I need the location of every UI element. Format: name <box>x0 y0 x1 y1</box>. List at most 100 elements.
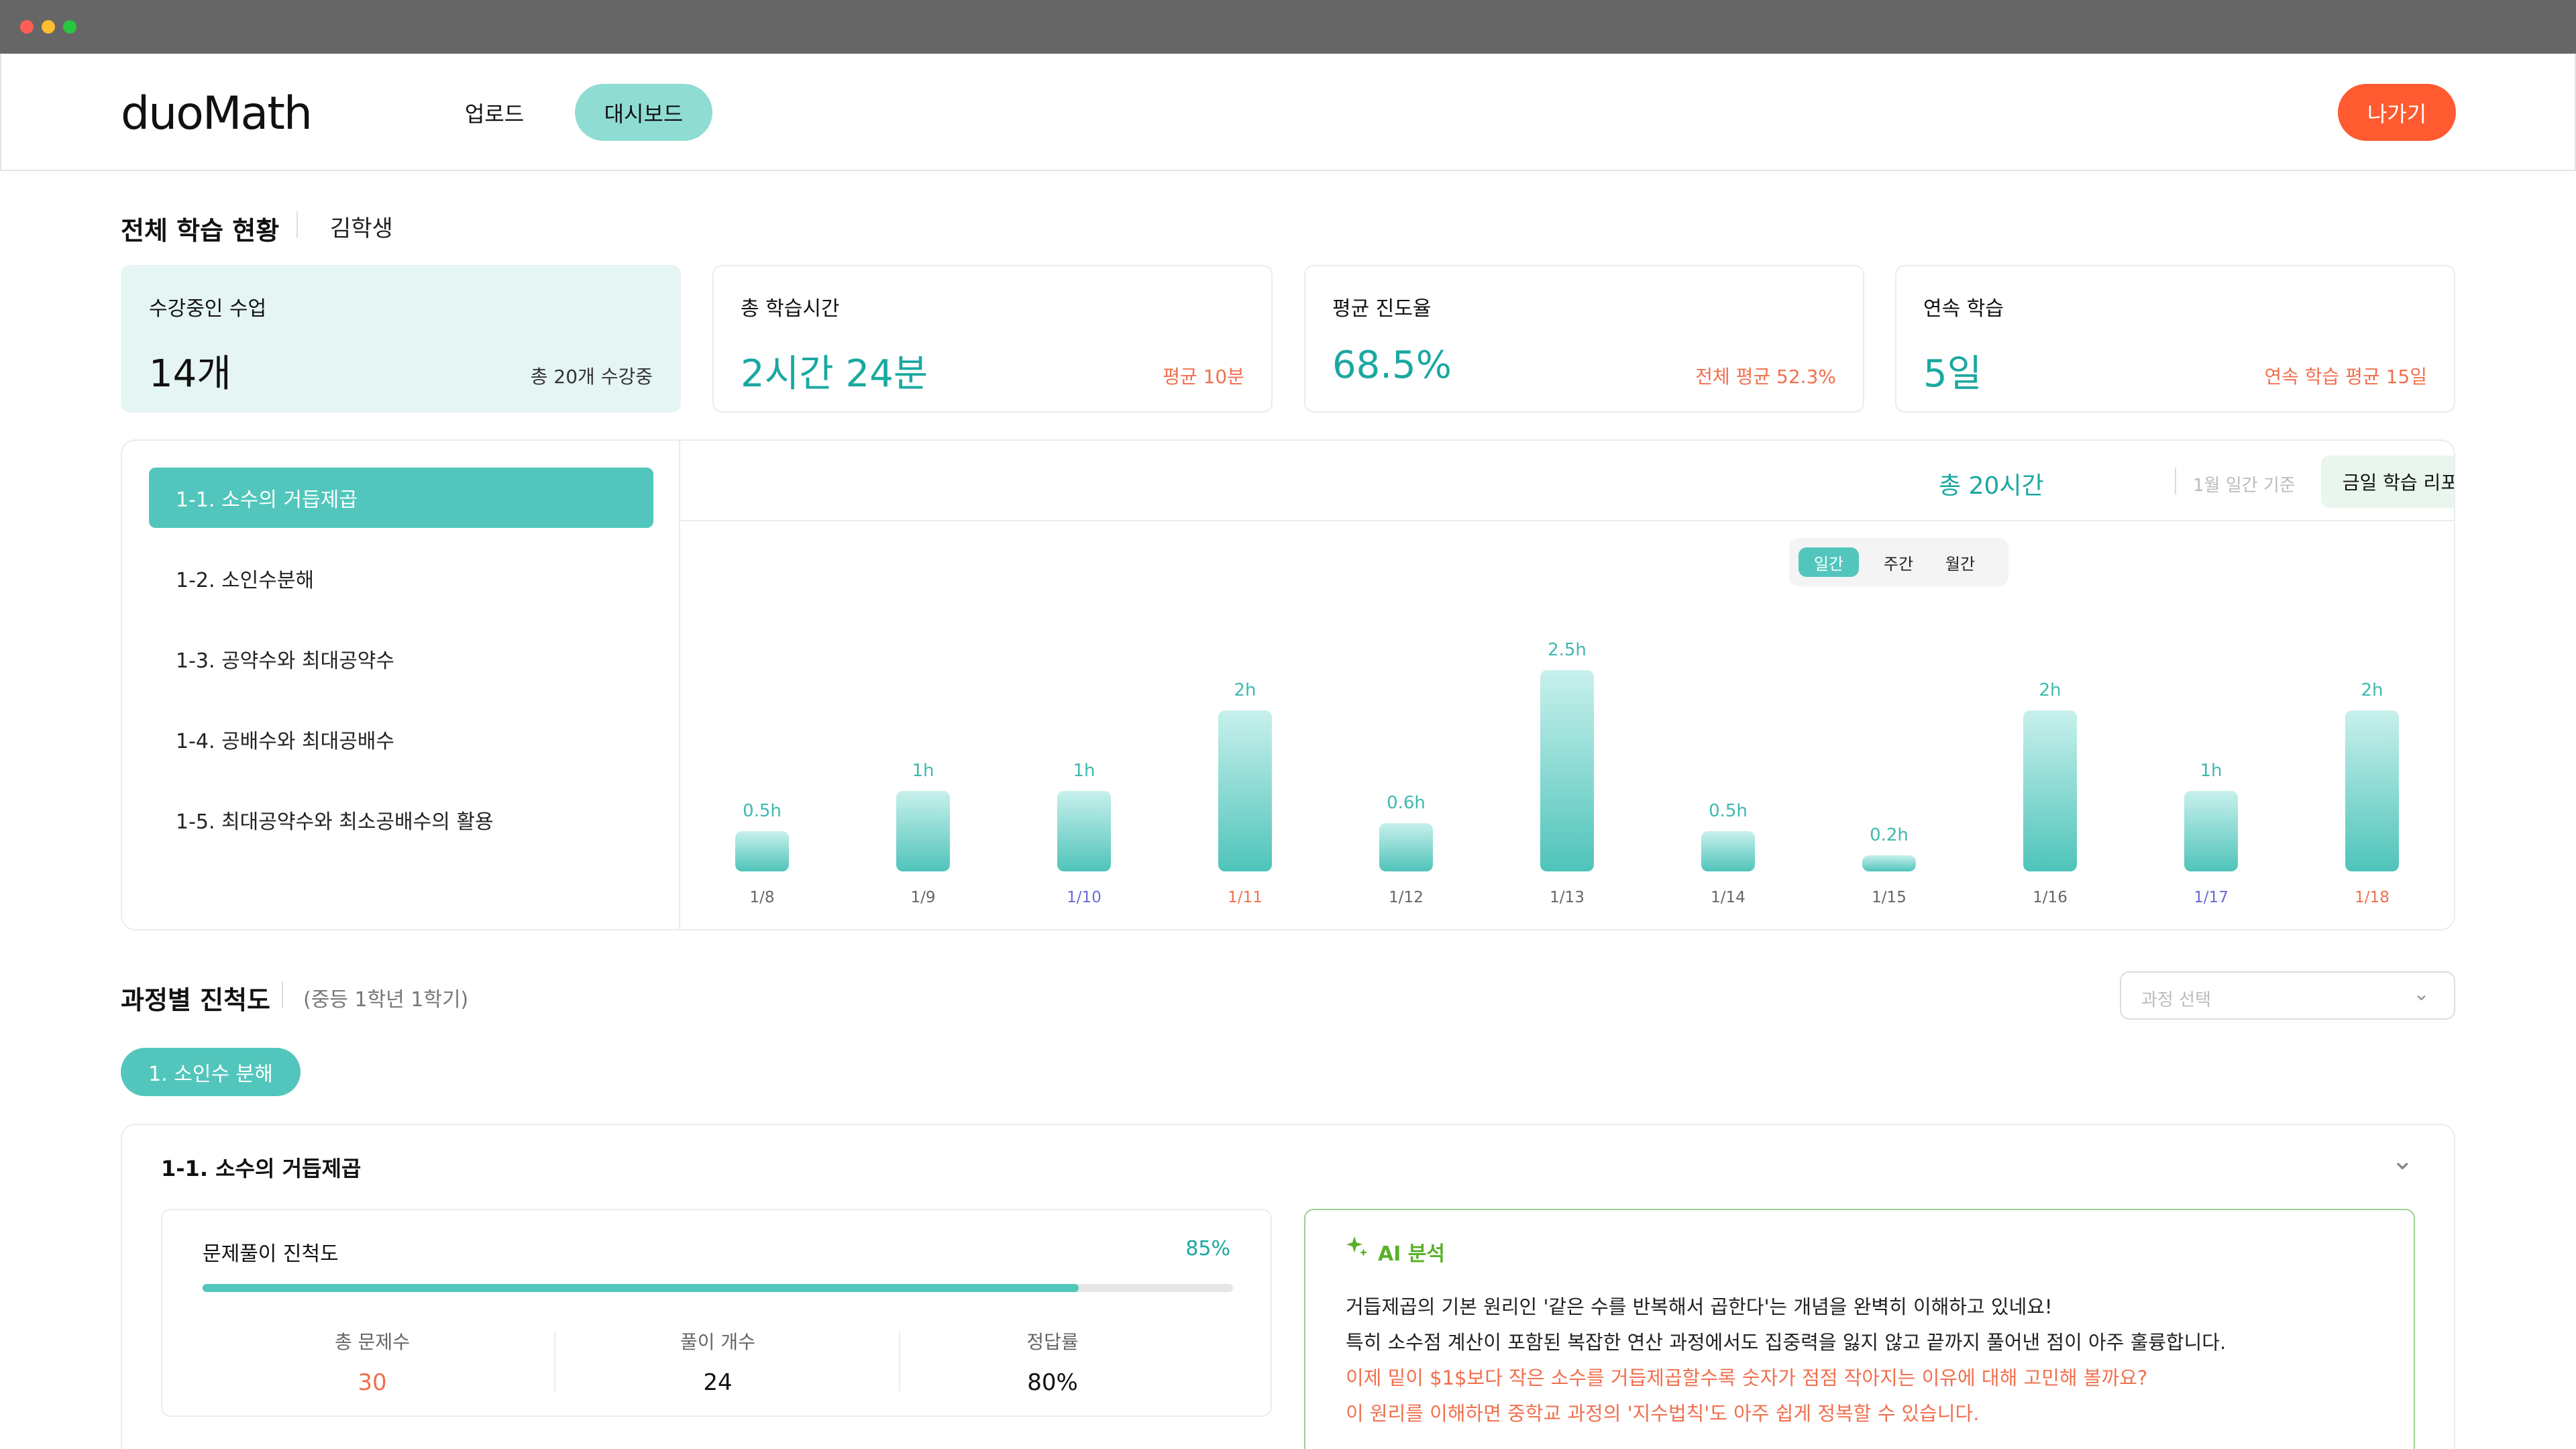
stat-label: 총 문제수 <box>335 1331 410 1353</box>
stat-card-study-time[interactable]: 총 학습시간 2시간 24분 평균 10분 <box>712 265 1273 413</box>
lesson-item[interactable]: 1-3. 공약수와 최대공약수 <box>176 649 395 673</box>
bar-1/16[interactable] <box>2023 710 2077 871</box>
stat-note: 연속 학습 평균 15일 <box>2264 366 2427 388</box>
bar-data-label: 2h <box>1234 680 1256 700</box>
solving-progress-percent: 85% <box>1185 1237 1230 1260</box>
lesson-item[interactable]: 1-2. 소인수분해 <box>176 569 315 592</box>
divider <box>899 1331 900 1391</box>
divider <box>282 981 283 1008</box>
ai-line: 특히 소수점 계산이 포함된 복잡한 연산 과정에서도 집중력을 잃지 않고 끝… <box>1346 1331 2226 1354</box>
app-header: duoMath 업로드 대시보드 나가기 <box>0 54 2576 171</box>
stat-card-streak[interactable]: 연속 학습 5일 연속 학습 평균 15일 <box>1895 265 2455 413</box>
course-tag[interactable]: 1. 소인수 분해 <box>121 1048 301 1096</box>
x-tick-label: 1/17 <box>2194 889 2229 906</box>
stat-value: 2시간 24분 <box>741 352 928 396</box>
progress-track <box>203 1284 1233 1292</box>
ai-line: 이제 밑이 $1$보다 작은 소수를 거듭제곱할수록 숫자가 점점 작아지는 이… <box>1346 1366 2148 1389</box>
stat-note: 평균 10분 <box>1163 366 1244 388</box>
study-chart-panel: 1-1. 소수의 거듭제곱 1-2. 소인수분해 1-3. 공약수와 최대공약수… <box>121 439 2455 930</box>
stat-value: 80% <box>1027 1369 1078 1396</box>
solving-progress-label: 문제풀이 진척도 <box>203 1242 339 1266</box>
bar-1/18[interactable] <box>2345 710 2399 871</box>
stat-label: 연속 학습 <box>1923 297 2004 321</box>
unit-progress-panel: 1-1. 소수의 거듭제곱 ⌄ 문제풀이 진척도 85% 총 문제수 30 풀이… <box>121 1124 2455 1449</box>
lesson-item[interactable]: 1-1. 소수의 거듭제곱 <box>149 468 653 528</box>
minimize-window-icon[interactable] <box>42 20 55 34</box>
bar-1/15[interactable] <box>1862 855 1916 871</box>
stat-label: 풀이 개수 <box>680 1331 755 1353</box>
ai-analysis-text: 거듭제곱의 기본 원리인 '같은 수를 반복해서 곱한다'는 개념을 완벽히 이… <box>1346 1289 2226 1432</box>
bar-data-label: 0.5h <box>743 801 782 821</box>
maximize-window-icon[interactable] <box>63 20 76 34</box>
bar-1/9[interactable] <box>896 791 950 871</box>
stat-label: 평균 진도율 <box>1332 297 1432 321</box>
lesson-list: 1-1. 소수의 거듭제곱 1-2. 소인수분해 1-3. 공약수와 최대공약수… <box>122 441 680 929</box>
bar-1/12[interactable] <box>1379 823 1433 871</box>
solving-progress-card: 문제풀이 진척도 85% 총 문제수 30 풀이 개수 24 정답률 80% <box>161 1209 1272 1417</box>
course-select-placeholder: 과정 선택 <box>2141 990 2211 1010</box>
period-daily[interactable]: 일간 <box>1799 547 1859 577</box>
period-toggle: 일간 주간 월간 <box>1789 538 2008 586</box>
x-tick-label: 1/10 <box>1067 889 1102 906</box>
period-weekly[interactable]: 주간 <box>1883 554 1914 574</box>
solved-count-stat: 풀이 개수 24 <box>545 1328 890 1396</box>
progress-subtitle: (중등 1학년 1학기) <box>303 988 469 1012</box>
bar-1/11[interactable] <box>1218 710 1272 871</box>
chart-header: 총 20시간 1월 일간 기준 금일 학습 리포트 생성 <box>680 441 2454 521</box>
divider <box>297 211 298 238</box>
bar-data-label: 1h <box>1073 761 1095 781</box>
stat-label: 수강중인 수업 <box>149 297 267 321</box>
window-titlebar <box>0 0 2576 54</box>
total-hours: 총 20시간 <box>1939 472 2044 500</box>
period-monthly[interactable]: 월간 <box>1945 554 1976 574</box>
x-tick-label: 1/16 <box>2033 889 2068 906</box>
exit-button[interactable]: 나가기 <box>2338 84 2456 141</box>
stat-label: 정답률 <box>1026 1331 1079 1353</box>
divider <box>2175 468 2176 494</box>
total-problems-stat: 총 문제수 30 <box>200 1328 545 1396</box>
stat-value: 5일 <box>1923 352 1982 396</box>
divider <box>554 1331 555 1391</box>
generate-report-button[interactable]: 금일 학습 리포트 생성 <box>2321 455 2454 508</box>
ai-analysis-card: AI 분석 거듭제곱의 기본 원리인 '같은 수를 반복해서 곱한다'는 개념을… <box>1304 1209 2415 1449</box>
unit-title: 1-1. 소수의 거듭제곱 <box>161 1156 362 1181</box>
bar-data-label: 1h <box>912 761 934 781</box>
bar-1/8[interactable] <box>735 831 789 871</box>
accuracy-stat: 정답률 80% <box>880 1328 1225 1396</box>
lesson-item[interactable]: 1-5. 최대공약수와 최소공배수의 활용 <box>176 810 494 834</box>
stat-note: 총 20개 수강중 <box>530 366 653 388</box>
bar-data-label: 2.5h <box>1548 640 1587 660</box>
x-tick-label: 1/18 <box>2355 889 2390 906</box>
bar-1/10[interactable] <box>1057 791 1111 871</box>
stat-card-courses[interactable]: 수강중인 수업 14개 총 20개 수강중 <box>121 265 681 413</box>
x-tick-label: 1/12 <box>1389 889 1424 906</box>
bar-data-label: 2h <box>2039 680 2061 700</box>
daily-study-bar-chart: 0.5h 1/8 1h 1/9 1h 1/10 2h 1/11 0.6h 1/12 2.5h 1/13… <box>735 640 2399 906</box>
bar-1/14[interactable] <box>1701 831 1755 871</box>
chevron-down-icon[interactable]: ⌄ <box>2391 1145 2414 1176</box>
bar-1/13[interactable] <box>1540 670 1594 871</box>
course-select[interactable]: 과정 선택 ⌄ <box>2120 971 2455 1020</box>
chevron-down-icon: ⌄ <box>2412 982 2430 1006</box>
stat-note: 전체 평균 52.3% <box>1695 366 1836 388</box>
stat-label: 총 학습시간 <box>741 297 840 321</box>
x-tick-label: 1/11 <box>1228 889 1263 906</box>
nav-upload[interactable]: 업로드 <box>464 101 525 127</box>
bar-1/17[interactable] <box>2184 791 2238 871</box>
ai-line: 이 원리를 이해하면 중학교 과정의 '지수법칙'도 아주 쉽게 정복할 수 있… <box>1346 1402 1980 1425</box>
lesson-item[interactable]: 1-4. 공배수와 최대공배수 <box>176 730 395 753</box>
x-tick-label: 1/8 <box>749 889 774 906</box>
bar-data-label: 1h <box>2200 761 2222 781</box>
bar-data-label: 0.5h <box>1709 801 1748 821</box>
overview-title: 전체 학습 현황 <box>121 216 280 246</box>
close-window-icon[interactable] <box>20 20 34 34</box>
x-tick-label: 1/15 <box>1872 889 1907 906</box>
stat-value: 24 <box>703 1369 733 1396</box>
x-tick-label: 1/14 <box>1711 889 1746 906</box>
logo[interactable]: duoMath <box>121 87 313 140</box>
bar-data-label: 0.2h <box>1870 825 1909 845</box>
nav-dashboard[interactable]: 대시보드 <box>575 84 712 141</box>
ai-line: 거듭제곱의 기본 원리인 '같은 수를 반복해서 곱한다'는 개념을 완벽히 이… <box>1346 1295 2053 1318</box>
stat-card-progress-rate[interactable]: 평균 진도율 68.5% 전체 평균 52.3% <box>1304 265 1864 413</box>
bar-data-label: 0.6h <box>1387 793 1426 813</box>
